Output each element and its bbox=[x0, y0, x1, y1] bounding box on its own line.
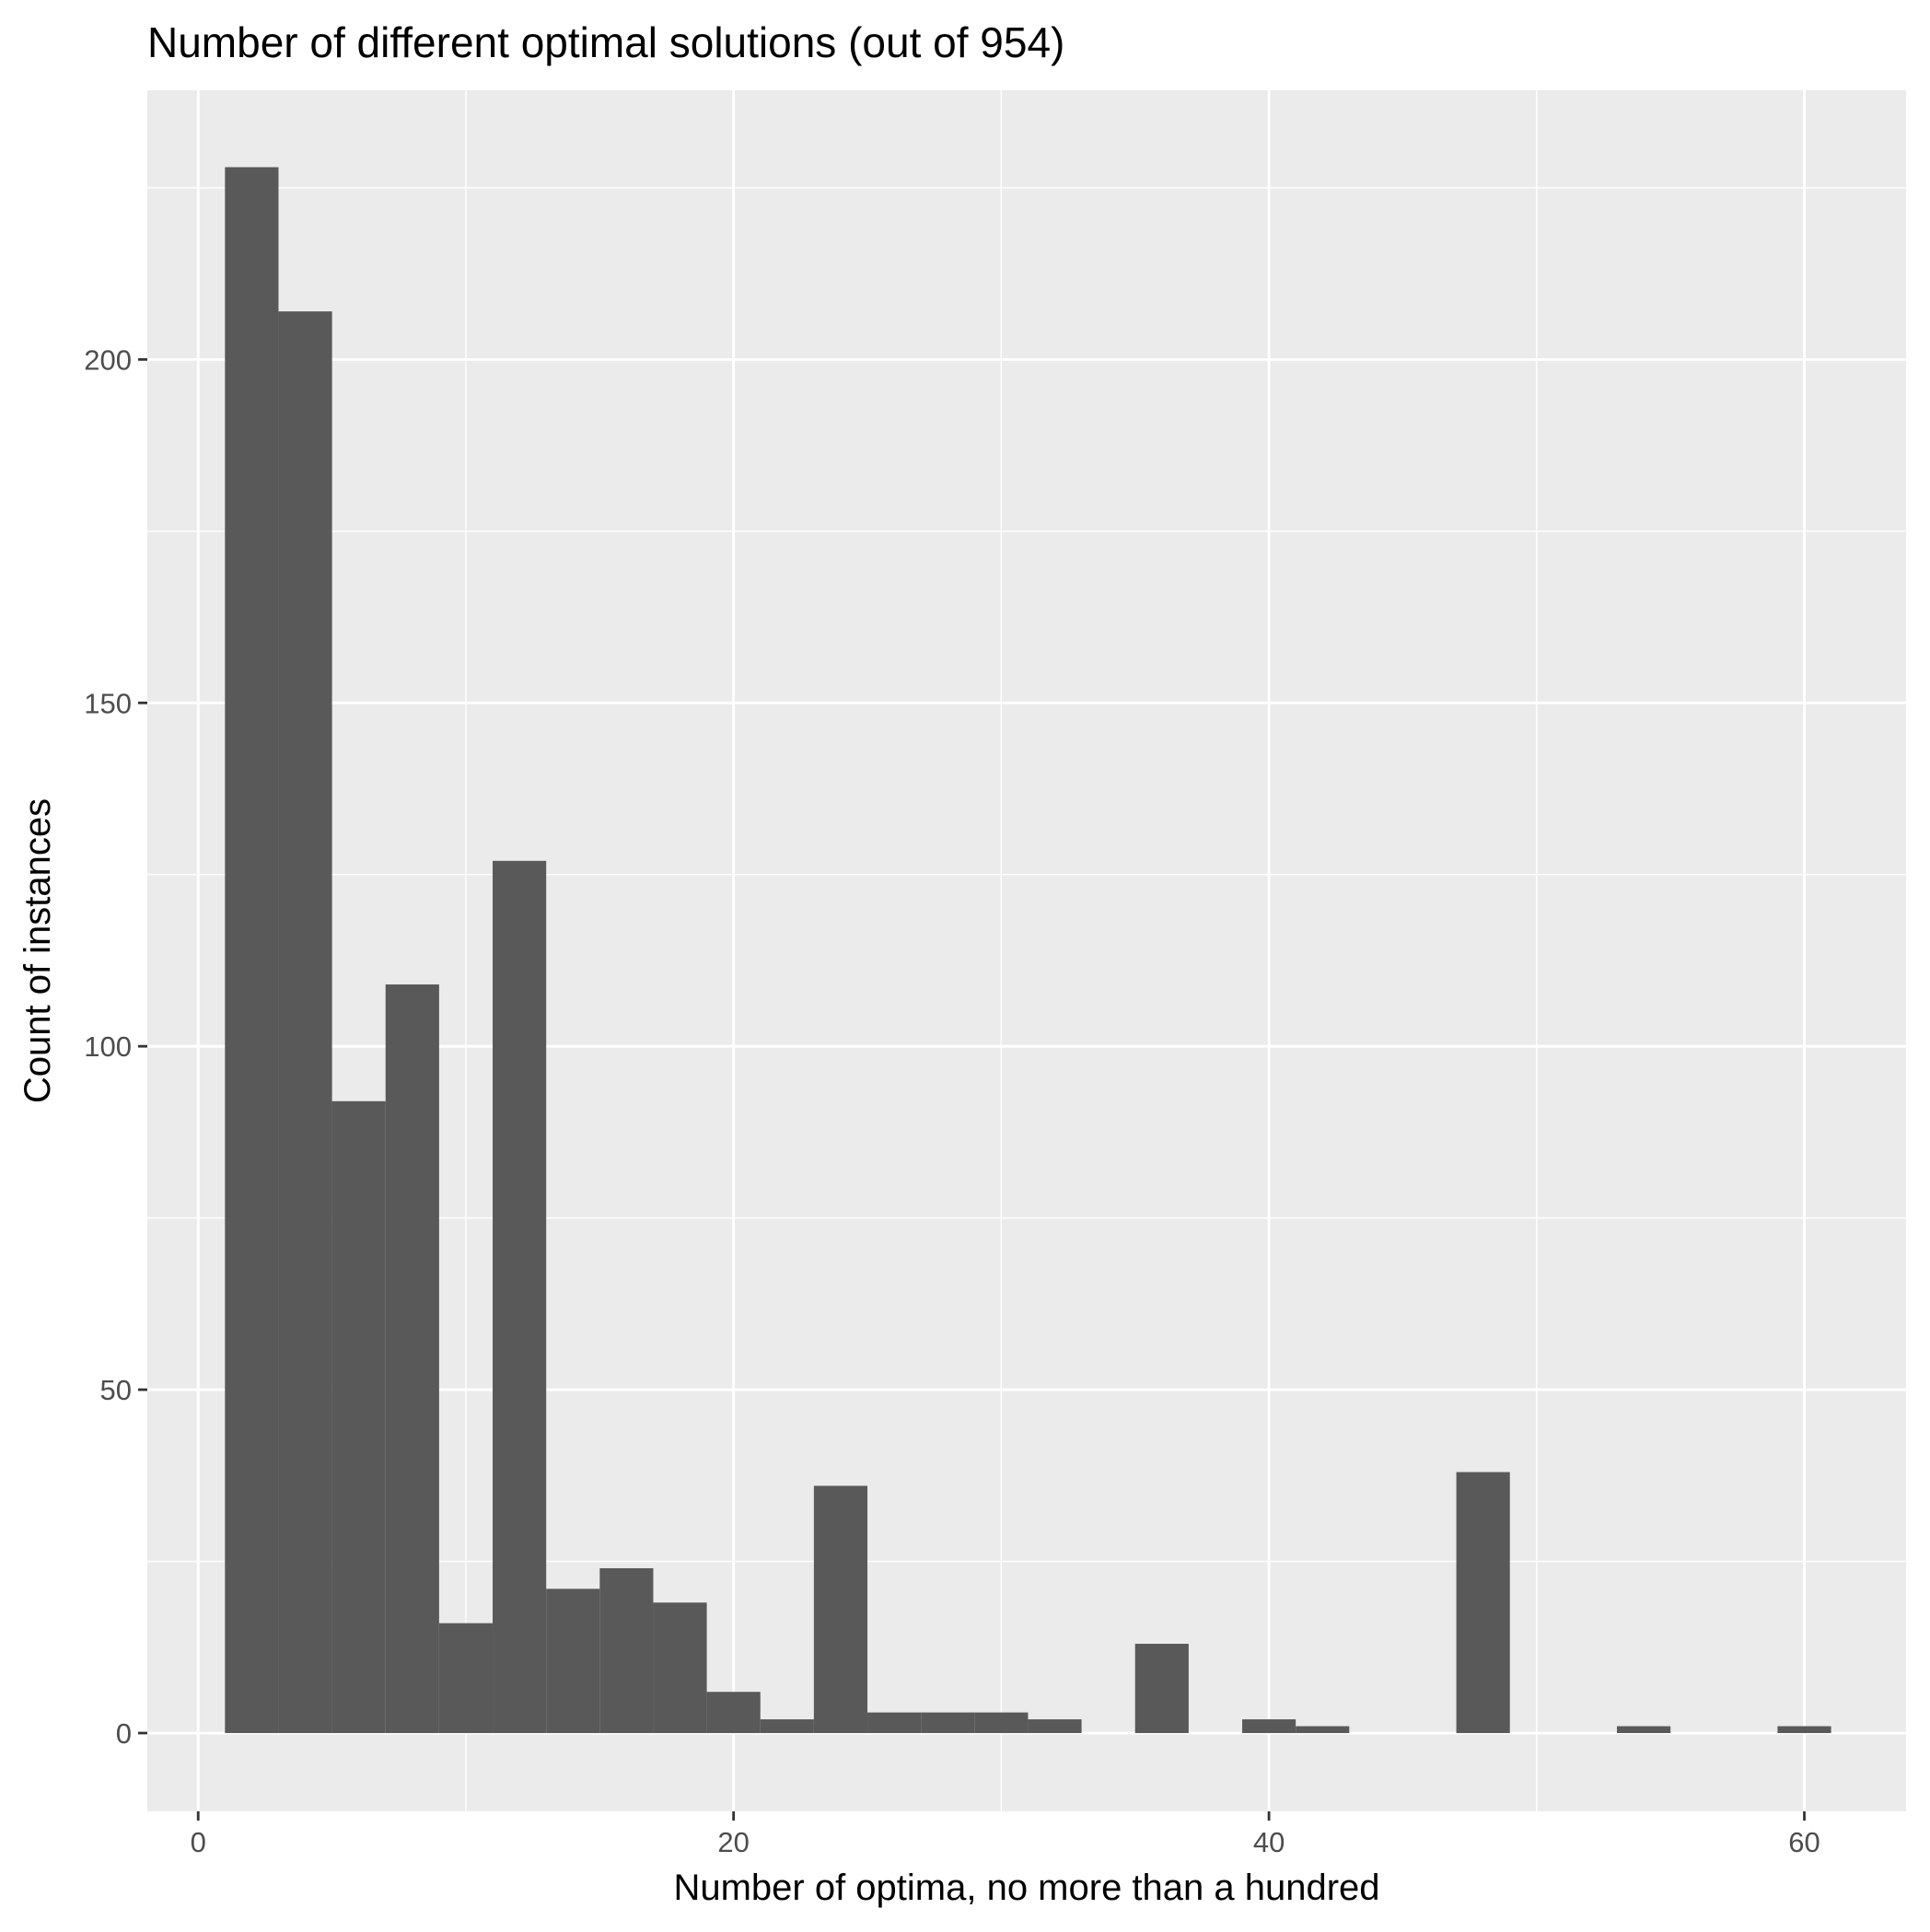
y-tick-label: 0 bbox=[116, 1717, 132, 1750]
histogram-bar bbox=[385, 984, 439, 1733]
histogram-bar bbox=[1456, 1472, 1510, 1733]
major-gridlines bbox=[147, 90, 1906, 1811]
x-axis: 0 20 40 60 bbox=[191, 1811, 1820, 1858]
histogram-bar bbox=[974, 1712, 1029, 1733]
histogram-bar bbox=[546, 1589, 600, 1733]
histogram-bar bbox=[278, 311, 332, 1733]
histogram-bar bbox=[1134, 1644, 1189, 1733]
histogram-bar bbox=[493, 860, 547, 1733]
y-tick-label: 200 bbox=[84, 343, 132, 376]
x-tick-label: 20 bbox=[717, 1826, 749, 1858]
histogram-bar bbox=[1617, 1726, 1671, 1733]
y-tick-label: 150 bbox=[84, 687, 132, 719]
histogram-bar bbox=[1242, 1719, 1296, 1733]
histogram-bar bbox=[599, 1567, 654, 1733]
histogram-bar bbox=[1028, 1719, 1082, 1733]
histogram-bar bbox=[1777, 1726, 1831, 1733]
plot-panel bbox=[147, 90, 1906, 1811]
x-tick-label: 60 bbox=[1788, 1826, 1820, 1858]
chart-title: Number of different optimal solutions (o… bbox=[147, 18, 1064, 66]
minor-gridlines bbox=[147, 90, 1906, 1811]
x-axis-title: Number of optima, no more than a hundred bbox=[673, 1868, 1379, 1908]
y-axis-title: Count of instances bbox=[17, 798, 58, 1103]
x-tick-label: 0 bbox=[191, 1826, 206, 1858]
histogram-bar bbox=[706, 1692, 761, 1733]
y-tick-label: 100 bbox=[84, 1030, 132, 1063]
histogram-bar bbox=[1296, 1726, 1350, 1733]
histogram-bar bbox=[813, 1485, 868, 1733]
histogram-bar bbox=[760, 1719, 814, 1733]
histogram-bar bbox=[438, 1623, 494, 1733]
y-axis: 0 50 100 150 200 bbox=[84, 343, 147, 1750]
histogram-bars bbox=[225, 167, 1831, 1733]
y-tick-label: 50 bbox=[100, 1374, 132, 1406]
histogram-bar bbox=[225, 167, 279, 1733]
histogram-bar bbox=[921, 1712, 975, 1733]
histogram-bar bbox=[653, 1602, 707, 1733]
histogram-bar bbox=[331, 1100, 386, 1733]
histogram-bar bbox=[867, 1712, 922, 1733]
x-tick-label: 40 bbox=[1253, 1826, 1285, 1858]
